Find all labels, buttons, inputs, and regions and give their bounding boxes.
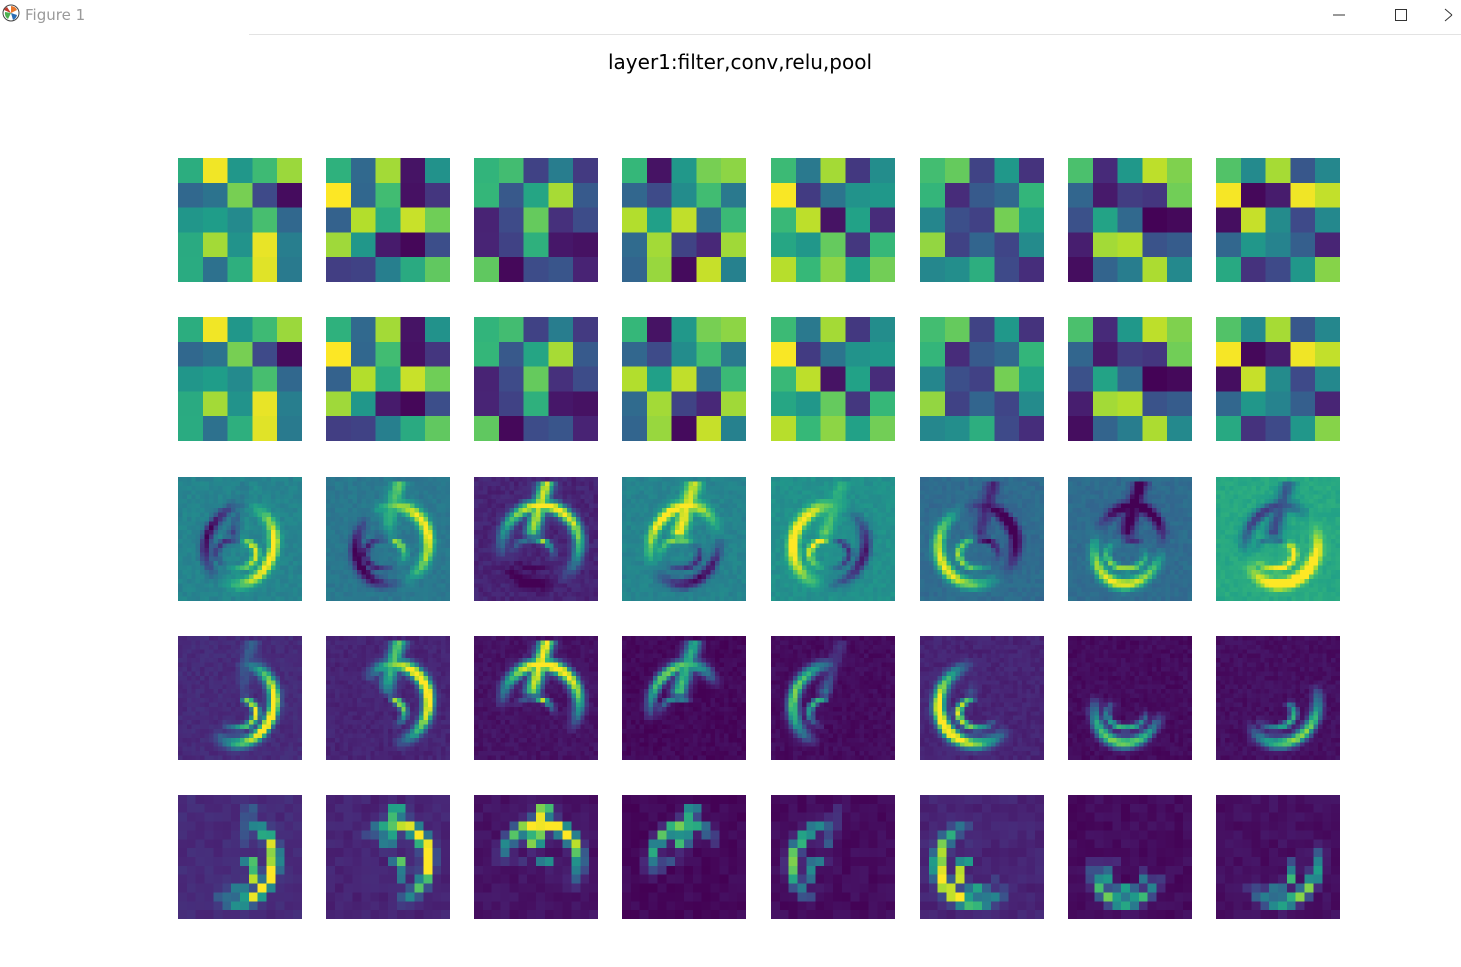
filter-map-r1-c4 [622,158,746,282]
relu-heatmap [1068,636,1192,760]
filter-heatmap [474,158,598,282]
filter-heatmap [178,158,302,282]
filter-heatmap [326,317,450,441]
filter-map-r1-c8 [1216,158,1340,282]
conv-heatmap [474,477,598,601]
filter-heatmap [622,158,746,282]
relu-map-r4-c4 [622,636,746,760]
filter-heatmap [920,317,1044,441]
matplotlib-logo-icon [2,4,20,22]
relu-heatmap [920,636,1044,760]
pool-map-r5-c3 [474,795,598,919]
relu-map-r4-c6 [920,636,1044,760]
conv-map-r3-c3 [474,477,598,601]
relu-map-r4-c7 [1068,636,1192,760]
window-titlebar: Figure 1 [0,0,1461,32]
filter-heatmap [920,158,1044,282]
figure-title: layer1:filter,conv,relu,pool [607,50,873,74]
minimize-icon [1333,14,1345,16]
filter-heatmap [1068,158,1192,282]
pool-map-r5-c5 [771,795,895,919]
conv-map-r3-c8 [1216,477,1340,601]
relu-map-r4-c5 [771,636,895,760]
pool-heatmap [622,795,746,919]
filter-map-r1-c2 [326,158,450,282]
conv-heatmap [326,477,450,601]
filter-map-r2-c2 [326,317,450,441]
conv-heatmap [178,477,302,601]
filter-heatmap [1068,317,1192,441]
filter-heatmap [771,158,895,282]
pool-map-r5-c8 [1216,795,1340,919]
pool-heatmap [178,795,302,919]
pool-heatmap [1216,795,1340,919]
filter-map-r2-c1 [178,317,302,441]
filter-map-r2-c3 [474,317,598,441]
relu-map-r4-c3 [474,636,598,760]
pool-map-r5-c7 [1068,795,1192,919]
minimize-button[interactable] [1316,0,1362,30]
conv-map-r3-c1 [178,477,302,601]
conv-heatmap [1216,477,1340,601]
window-title: Figure 1 [25,6,86,24]
pool-map-r5-c6 [920,795,1044,919]
pool-map-r5-c1 [178,795,302,919]
conv-heatmap [622,477,746,601]
conv-map-r3-c7 [1068,477,1192,601]
pool-heatmap [1068,795,1192,919]
filter-map-r2-c7 [1068,317,1192,441]
relu-heatmap [1216,636,1340,760]
filter-map-r2-c8 [1216,317,1340,441]
pool-heatmap [474,795,598,919]
filter-map-r2-c5 [771,317,895,441]
relu-map-r4-c8 [1216,636,1340,760]
relu-map-r4-c2 [326,636,450,760]
maximize-icon [1395,9,1407,21]
pool-map-r5-c4 [622,795,746,919]
conv-map-r3-c4 [622,477,746,601]
filter-heatmap [1216,317,1340,441]
conv-map-r3-c6 [920,477,1044,601]
titlebar-divider [249,34,1461,35]
relu-heatmap [326,636,450,760]
filter-map-r2-c4 [622,317,746,441]
relu-heatmap [178,636,302,760]
filter-heatmap [622,317,746,441]
filter-map-r1-c5 [771,158,895,282]
filter-map-r1-c7 [1068,158,1192,282]
relu-heatmap [622,636,746,760]
relu-heatmap [474,636,598,760]
filter-heatmap [474,317,598,441]
filter-map-r1-c1 [178,158,302,282]
close-icon [1444,8,1453,22]
conv-heatmap [1068,477,1192,601]
pool-heatmap [771,795,895,919]
close-button[interactable] [1438,0,1460,30]
filter-map-r1-c6 [920,158,1044,282]
filter-heatmap [326,158,450,282]
filter-map-r1-c3 [474,158,598,282]
relu-map-r4-c1 [178,636,302,760]
pool-heatmap [326,795,450,919]
conv-map-r3-c5 [771,477,895,601]
conv-heatmap [920,477,1044,601]
conv-map-r3-c2 [326,477,450,601]
relu-heatmap [771,636,895,760]
pool-map-r5-c2 [326,795,450,919]
conv-heatmap [771,477,895,601]
maximize-button[interactable] [1378,0,1424,30]
filter-heatmap [1216,158,1340,282]
filter-heatmap [178,317,302,441]
pool-heatmap [920,795,1044,919]
filter-map-r2-c6 [920,317,1044,441]
filter-heatmap [771,317,895,441]
